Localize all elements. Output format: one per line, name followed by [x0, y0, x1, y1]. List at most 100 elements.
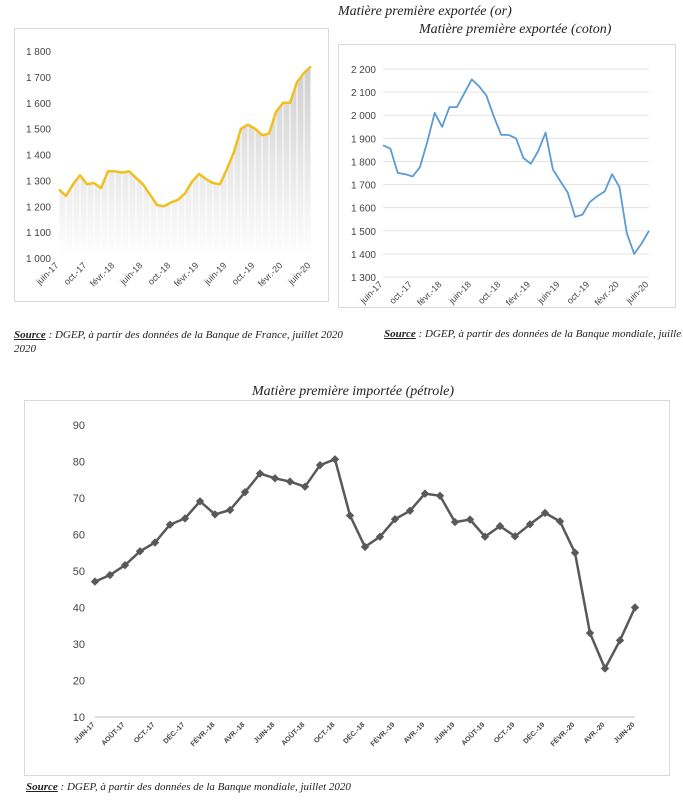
gold-source-text: : DGEP, à partir des données de la Banqu… [45, 329, 343, 341]
y-tick-label: 1 400 [26, 151, 51, 162]
gold-chart-title: Matière première exportée (or) [338, 4, 512, 19]
x-tick-label: oct.-17 [387, 279, 414, 306]
data-point [525, 520, 535, 529]
gold-source-note: Source : DGEP, à partir des données de l… [14, 328, 354, 356]
x-tick-label: oct.-17 [62, 260, 89, 287]
y-tick-label: 1 700 [351, 181, 376, 192]
series-line [58, 65, 312, 208]
x-tick-label: AOÛT-17 [99, 720, 126, 747]
y-tick-label: 1 400 [351, 250, 376, 261]
x-tick-label: JUIN-18 [253, 721, 276, 744]
x-tick-label: JUIN-19 [433, 721, 456, 744]
x-tick-label: juin-18 [118, 260, 145, 287]
y-tick-label: 1 500 [26, 125, 51, 136]
x-tick-label: juin-20 [286, 260, 313, 287]
x-tick-label: oct.-18 [476, 279, 503, 306]
data-point [330, 455, 340, 464]
cotton-source-note: Source : DGEP, à partir des données de l… [384, 328, 682, 340]
data-point [345, 511, 355, 520]
x-tick-label: juin-20 [624, 279, 651, 306]
y-tick-label: 2 200 [351, 65, 376, 76]
data-point [255, 469, 265, 478]
x-tick-label: juin-18 [446, 279, 473, 306]
cotton-chart-frame: 1 300 1 400 1 500 1 600 1 700 1 800 1 900 2 000… [338, 44, 676, 308]
data-point [210, 510, 220, 519]
data-point [555, 517, 565, 526]
data-point [270, 474, 280, 483]
data-point [540, 508, 550, 518]
data-point [585, 628, 595, 638]
y-tick-label: 1 500 [351, 227, 376, 238]
x-tick-label: DÉC.-17 [161, 720, 186, 745]
y-tick-label: 2 100 [351, 88, 376, 99]
petrol-source-text: : DGEP, à partir des données de la Banqu… [57, 781, 351, 793]
x-tick-label: févr.-19 [172, 260, 200, 288]
data-point [90, 577, 100, 586]
data-point [180, 514, 190, 523]
y-tick-label: 1 300 [351, 273, 376, 284]
data-point [300, 482, 310, 491]
data-point [435, 491, 445, 501]
x-tick-label: FÉVR.-20 [548, 720, 576, 748]
gold-chart: 1 000 1 100 1 200 1 300 1 400 1 500 1 600 1 700… [26, 47, 313, 289]
x-tick-label: AVR.-18 [223, 721, 247, 745]
x-tick-label: févr.-18 [88, 260, 116, 288]
y-tick-label: 1 800 [351, 157, 376, 168]
x-tick-label: AVR.-19 [403, 721, 427, 745]
y-tick-label: 30 [73, 639, 85, 651]
y-tick-label: 90 [73, 420, 85, 432]
petrol-chart-frame: 10 20 30 40 50 60 70 80 90 JUIN-17 AOÛT-17 OCT.-17 D… [24, 400, 670, 776]
cotton-chart: 1 300 1 400 1 500 1 600 1 700 1 800 1 900 2 000… [351, 65, 651, 308]
x-tick-label: oct.-18 [146, 260, 173, 287]
x-tick-label: oct.-19 [565, 279, 592, 306]
series-line [382, 78, 650, 255]
y-tick-label: 1 900 [351, 134, 376, 145]
y-tick-label: 20 [73, 676, 85, 688]
x-tick-label: févr.-20 [593, 279, 621, 307]
data-point [240, 487, 250, 497]
y-tick-label: 1 600 [351, 204, 376, 215]
cotton-chart-title: Matière première exportée (coton) [419, 22, 612, 37]
data-point [420, 489, 430, 498]
y-tick-label: 1 600 [26, 99, 51, 110]
x-tick-label: févr.-20 [256, 260, 284, 288]
gold-chart-frame: 1 000 1 100 1 200 1 300 1 400 1 500 1 600 1 700… [14, 28, 329, 302]
y-tick-label: 60 [73, 530, 85, 542]
data-point [615, 636, 625, 645]
data-point [480, 532, 490, 541]
series-line [94, 458, 637, 670]
data-point [510, 532, 520, 541]
x-tick-label: DÉC.-18 [341, 720, 366, 745]
x-tick-label: OCT.-19 [493, 721, 516, 744]
x-tick-label: AVR.-20 [583, 721, 607, 745]
gold-source-wrap: 2020 [14, 343, 36, 355]
y-tick-label: 70 [73, 493, 85, 505]
x-tick-label: juin-19 [535, 279, 562, 306]
y-tick-label: 10 [73, 712, 85, 724]
data-point [570, 548, 580, 557]
y-tick-label: 80 [73, 457, 85, 469]
y-tick-label: 1 200 [26, 202, 51, 213]
x-tick-label: OCT.-17 [133, 721, 156, 744]
y-tick-label: 2 000 [351, 111, 376, 122]
x-tick-label: AOÛT-19 [459, 720, 486, 747]
cotton-source-label: Source [384, 328, 416, 340]
y-tick-label: 50 [73, 566, 85, 578]
x-tick-label: FÉVR.-18 [188, 720, 216, 748]
data-point [495, 521, 505, 531]
y-tick-label: 1 800 [26, 47, 51, 58]
data-point [285, 477, 295, 486]
data-point [630, 603, 640, 612]
x-tick-label: JUIN-20 [613, 721, 636, 744]
x-tick-label: DÉC.-19 [521, 720, 546, 745]
x-tick-label: FÉVR.-19 [368, 720, 396, 748]
gold-source-label: Source [14, 329, 46, 341]
x-tick-label: févr.-19 [504, 279, 532, 307]
x-tick-label: juin-19 [202, 260, 229, 287]
x-tick-label: JUIN-17 [73, 721, 96, 744]
x-tick-label: févr.-18 [415, 279, 443, 307]
y-tick-label: 1 000 [26, 254, 51, 265]
x-tick-label: AOÛT-18 [279, 720, 306, 747]
y-tick-label: 1 300 [26, 176, 51, 187]
data-point [105, 570, 115, 580]
